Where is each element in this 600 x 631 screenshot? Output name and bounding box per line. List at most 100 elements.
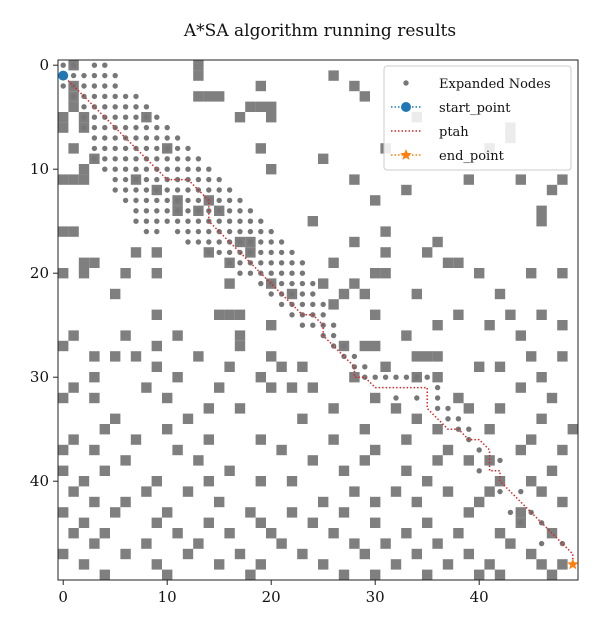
expanded-node <box>185 145 191 152</box>
obstacle-cell <box>172 372 183 383</box>
obstacle-cell <box>390 486 402 497</box>
obstacle-cell <box>110 507 121 518</box>
obstacle-cell <box>234 548 246 560</box>
obstacle-cell <box>463 455 474 466</box>
expanded-node <box>102 62 108 68</box>
expanded-node <box>206 187 212 193</box>
obstacle-cell <box>557 268 568 279</box>
obstacle-cell <box>78 559 90 570</box>
legend-label: start_point <box>439 101 511 116</box>
obstacle-cell <box>411 351 422 362</box>
expanded-node <box>299 280 306 287</box>
obstacle-cell <box>172 330 183 341</box>
obstacle-cell <box>536 559 547 570</box>
expanded-node <box>310 322 316 328</box>
expanded-node <box>476 468 482 474</box>
obstacle-cell <box>370 444 381 456</box>
obstacle-cell <box>151 476 162 487</box>
obstacle-cell <box>141 538 152 549</box>
obstacle-cell <box>442 257 454 268</box>
expanded-node <box>268 270 274 276</box>
obstacle-cell <box>422 351 433 362</box>
obstacle-cell <box>120 496 131 508</box>
obstacle-cell <box>78 174 90 185</box>
obstacle-cell <box>89 351 100 362</box>
obstacle-cell <box>474 361 485 372</box>
expanded-node <box>174 197 181 204</box>
expanded-node <box>299 291 306 297</box>
expanded-node <box>278 239 285 245</box>
expanded-node <box>403 374 410 380</box>
expanded-node <box>174 145 181 152</box>
obstacle-cell <box>557 351 568 362</box>
expanded-node <box>164 135 170 141</box>
obstacle-cell <box>78 517 90 528</box>
obstacle-cell <box>432 424 443 435</box>
obstacle-cell <box>494 476 506 487</box>
expanded-node <box>133 208 139 214</box>
expanded-node <box>538 540 545 547</box>
expanded-node <box>122 156 129 162</box>
obstacle-cell <box>484 320 495 331</box>
obstacle-cell <box>68 486 79 497</box>
obstacle-cell <box>203 434 214 445</box>
expanded-node <box>195 176 202 183</box>
obstacle-cell <box>141 382 152 393</box>
obstacle-cell <box>422 517 433 528</box>
obstacle-cell <box>411 288 422 300</box>
expanded-node <box>164 156 170 162</box>
obstacle-cell <box>411 496 422 508</box>
expanded-node <box>216 239 222 245</box>
expanded-node <box>112 166 118 172</box>
expanded-node <box>497 457 503 464</box>
expanded-node <box>122 166 129 172</box>
expanded-node <box>268 291 274 297</box>
expanded-node <box>164 197 170 204</box>
obstacle-cell <box>546 392 558 404</box>
legend-box <box>383 65 572 171</box>
obstacle-cell <box>328 528 339 539</box>
obstacle-cell <box>380 226 391 237</box>
legend-label: ptah <box>439 125 469 140</box>
obstacle-cell <box>380 538 391 549</box>
expanded-node <box>122 93 129 100</box>
expanded-node <box>195 208 202 214</box>
expanded-node <box>299 322 306 328</box>
expanded-node <box>164 124 170 131</box>
expanded-node <box>226 249 233 256</box>
obstacle-cell <box>120 330 131 341</box>
obstacle-cell <box>78 257 90 268</box>
expanded-node <box>174 156 181 162</box>
expanded-node <box>424 374 430 380</box>
expanded-node <box>237 228 243 235</box>
obstacle-cell <box>68 226 79 237</box>
obstacle-cell <box>494 569 506 580</box>
expanded-node <box>122 124 129 131</box>
expanded-node <box>226 260 233 266</box>
expanded-node <box>185 228 191 235</box>
obstacle-cell <box>422 247 433 258</box>
obstacle-cell <box>328 403 339 414</box>
expanded-node <box>434 395 441 401</box>
obstacle-cell <box>255 476 266 487</box>
obstacle-cell <box>557 444 568 456</box>
obstacle-cell <box>255 559 266 570</box>
obstacle-cell <box>297 548 308 560</box>
expanded-node <box>278 260 285 266</box>
expanded-node <box>91 83 98 89</box>
expanded-node <box>226 187 233 193</box>
obstacle-cell <box>99 528 110 539</box>
obstacle-cell <box>224 278 235 289</box>
obstacle-cell <box>266 351 277 362</box>
expanded-node <box>122 114 129 120</box>
expanded-node <box>559 540 566 547</box>
expanded-node <box>268 260 274 266</box>
obstacle-cell <box>359 340 370 352</box>
obstacle-cell <box>255 434 266 445</box>
obstacle-cell <box>463 174 474 185</box>
expanded-node <box>278 291 285 297</box>
y-tick-label: 40 <box>30 472 49 490</box>
obstacle-cell <box>286 382 298 393</box>
x-tick-label: 10 <box>158 588 177 606</box>
